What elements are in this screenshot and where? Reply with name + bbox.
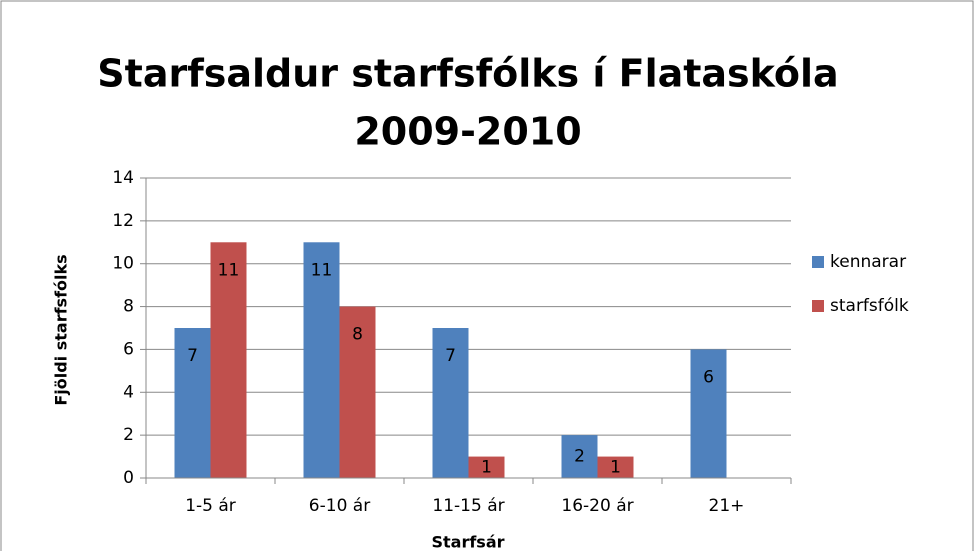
data-label: 7 <box>445 346 456 366</box>
bar <box>561 435 598 478</box>
bar <box>468 456 505 478</box>
bar <box>690 349 727 478</box>
data-label: 2 <box>574 447 585 467</box>
y-tick-label: 4 <box>123 382 134 402</box>
x-tick-label: 21+ <box>709 496 745 516</box>
data-label: 7 <box>187 346 198 366</box>
y-tick-label: 10 <box>112 254 134 274</box>
y-axis-title: Fjöldi starfsfólks <box>52 254 71 405</box>
chart-title: Starfsaldur starfsfólks í Flataskóla <box>97 52 838 96</box>
y-tick-label: 14 <box>112 168 134 188</box>
x-tick-label: 16-20 ár <box>561 496 633 516</box>
x-tick-label: 1-5 ár <box>185 496 236 516</box>
bar <box>597 456 634 478</box>
y-tick-label: 2 <box>123 425 134 445</box>
x-tick-label: 11-15 ár <box>432 496 504 516</box>
legend-label: starfsfólk <box>830 296 909 316</box>
y-tick-label: 6 <box>123 339 134 359</box>
bar <box>339 306 376 478</box>
bar <box>432 328 469 478</box>
data-label: 6 <box>703 367 714 387</box>
data-label: 1 <box>481 457 492 477</box>
data-label: 11 <box>311 260 333 280</box>
data-label: 8 <box>352 325 363 345</box>
legend-label: kennarar <box>830 252 906 272</box>
x-tick-label: 6-10 ár <box>309 496 370 516</box>
legend-swatch <box>812 256 824 268</box>
y-tick-label: 8 <box>123 297 134 317</box>
chart-title: 2009-2010 <box>354 110 581 154</box>
bar <box>303 242 340 478</box>
legend-swatch <box>812 300 824 312</box>
y-tick-label: 12 <box>112 211 134 231</box>
data-label: 11 <box>218 260 240 280</box>
y-tick-label: 0 <box>123 468 134 488</box>
x-axis-title: Starfsár <box>431 533 504 551</box>
data-label: 1 <box>610 457 621 477</box>
bar <box>210 242 247 478</box>
bar <box>174 328 211 478</box>
